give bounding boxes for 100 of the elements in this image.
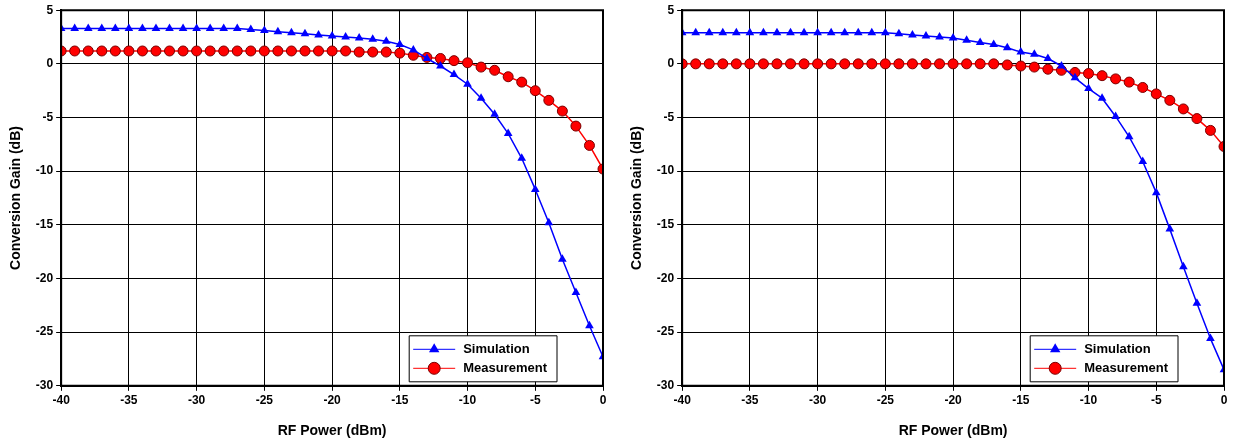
y-tick-label: 5 xyxy=(46,2,54,17)
point xyxy=(703,58,715,70)
point xyxy=(368,34,378,42)
point xyxy=(273,26,283,35)
y-tick-label: -30 xyxy=(656,378,675,393)
point xyxy=(893,58,905,70)
point xyxy=(204,45,216,57)
point xyxy=(245,45,257,57)
y-tick-label: -10 xyxy=(35,163,54,178)
point xyxy=(124,23,134,31)
point xyxy=(934,58,946,70)
point xyxy=(921,30,931,39)
point xyxy=(449,69,459,78)
x-tick-label: -20 xyxy=(323,393,342,408)
point xyxy=(463,79,472,87)
point xyxy=(717,58,729,70)
point xyxy=(948,33,958,41)
point xyxy=(285,45,297,57)
point xyxy=(1150,88,1162,100)
point xyxy=(1137,81,1149,93)
point xyxy=(434,52,446,64)
point xyxy=(1028,61,1040,73)
point xyxy=(571,287,581,295)
point xyxy=(1002,42,1012,51)
point xyxy=(367,46,379,58)
x-tick-label: -25 xyxy=(876,393,895,408)
point xyxy=(327,30,337,39)
point xyxy=(109,45,121,57)
point xyxy=(906,58,918,70)
x-axis-title: RF Power (dBm) xyxy=(277,422,387,439)
point xyxy=(1070,72,1080,81)
x-tick-label: -40 xyxy=(673,393,692,408)
point xyxy=(178,23,188,31)
x-axis-title: RF Power (dBm) xyxy=(898,422,1008,439)
point xyxy=(989,39,999,48)
point xyxy=(812,58,824,70)
point xyxy=(326,45,338,57)
point xyxy=(299,45,311,57)
y-axis-title: Conversion Gain (dB) xyxy=(7,126,24,270)
point xyxy=(1097,93,1107,101)
point xyxy=(894,28,904,37)
point xyxy=(975,37,985,45)
point xyxy=(961,58,973,70)
point xyxy=(191,45,203,57)
x-tick-label: -15 xyxy=(1012,393,1030,408)
point xyxy=(272,45,284,57)
point xyxy=(825,58,837,70)
point xyxy=(476,93,486,101)
point xyxy=(150,45,162,57)
y-tick-label: 0 xyxy=(46,56,54,71)
point xyxy=(1124,131,1134,140)
point xyxy=(1164,94,1176,106)
point xyxy=(490,109,499,117)
point xyxy=(853,27,863,36)
point xyxy=(96,45,108,57)
x-tick-label: -5 xyxy=(529,393,541,408)
point xyxy=(177,45,189,57)
point xyxy=(732,27,741,36)
point xyxy=(974,58,986,70)
point xyxy=(772,27,782,36)
point xyxy=(759,27,768,36)
point xyxy=(799,27,809,36)
point xyxy=(826,27,836,36)
point xyxy=(1123,76,1135,88)
y-tick-label: -25 xyxy=(656,324,675,339)
point xyxy=(489,64,501,76)
point xyxy=(730,58,742,70)
point xyxy=(543,94,555,106)
point xyxy=(1083,68,1095,80)
point xyxy=(97,23,107,31)
point xyxy=(881,27,890,36)
point xyxy=(1192,298,1202,306)
point xyxy=(436,61,445,69)
point xyxy=(570,120,582,132)
point xyxy=(1016,47,1026,55)
point xyxy=(231,45,243,57)
point xyxy=(1084,83,1093,92)
point xyxy=(920,58,932,70)
point xyxy=(1111,111,1120,119)
point xyxy=(1015,60,1027,72)
point xyxy=(558,254,567,262)
y-tick-label: -25 xyxy=(35,324,54,339)
point xyxy=(867,27,877,36)
point xyxy=(287,27,296,36)
y-tick-label: -20 xyxy=(656,270,675,285)
y-tick-label: -15 xyxy=(656,217,675,232)
point xyxy=(1042,63,1054,75)
point xyxy=(517,153,527,161)
y-tick-label: -5 xyxy=(42,109,54,124)
legend-label: Measurement xyxy=(463,359,548,375)
point xyxy=(1204,124,1216,136)
point xyxy=(258,45,270,57)
point xyxy=(138,23,147,31)
point xyxy=(340,45,352,57)
y-tick-label: 5 xyxy=(667,2,675,17)
y-axis-title: Conversion Gain (dB) xyxy=(628,126,645,270)
point xyxy=(205,23,215,31)
point xyxy=(839,58,851,70)
point xyxy=(1177,103,1189,115)
point xyxy=(1179,261,1188,270)
